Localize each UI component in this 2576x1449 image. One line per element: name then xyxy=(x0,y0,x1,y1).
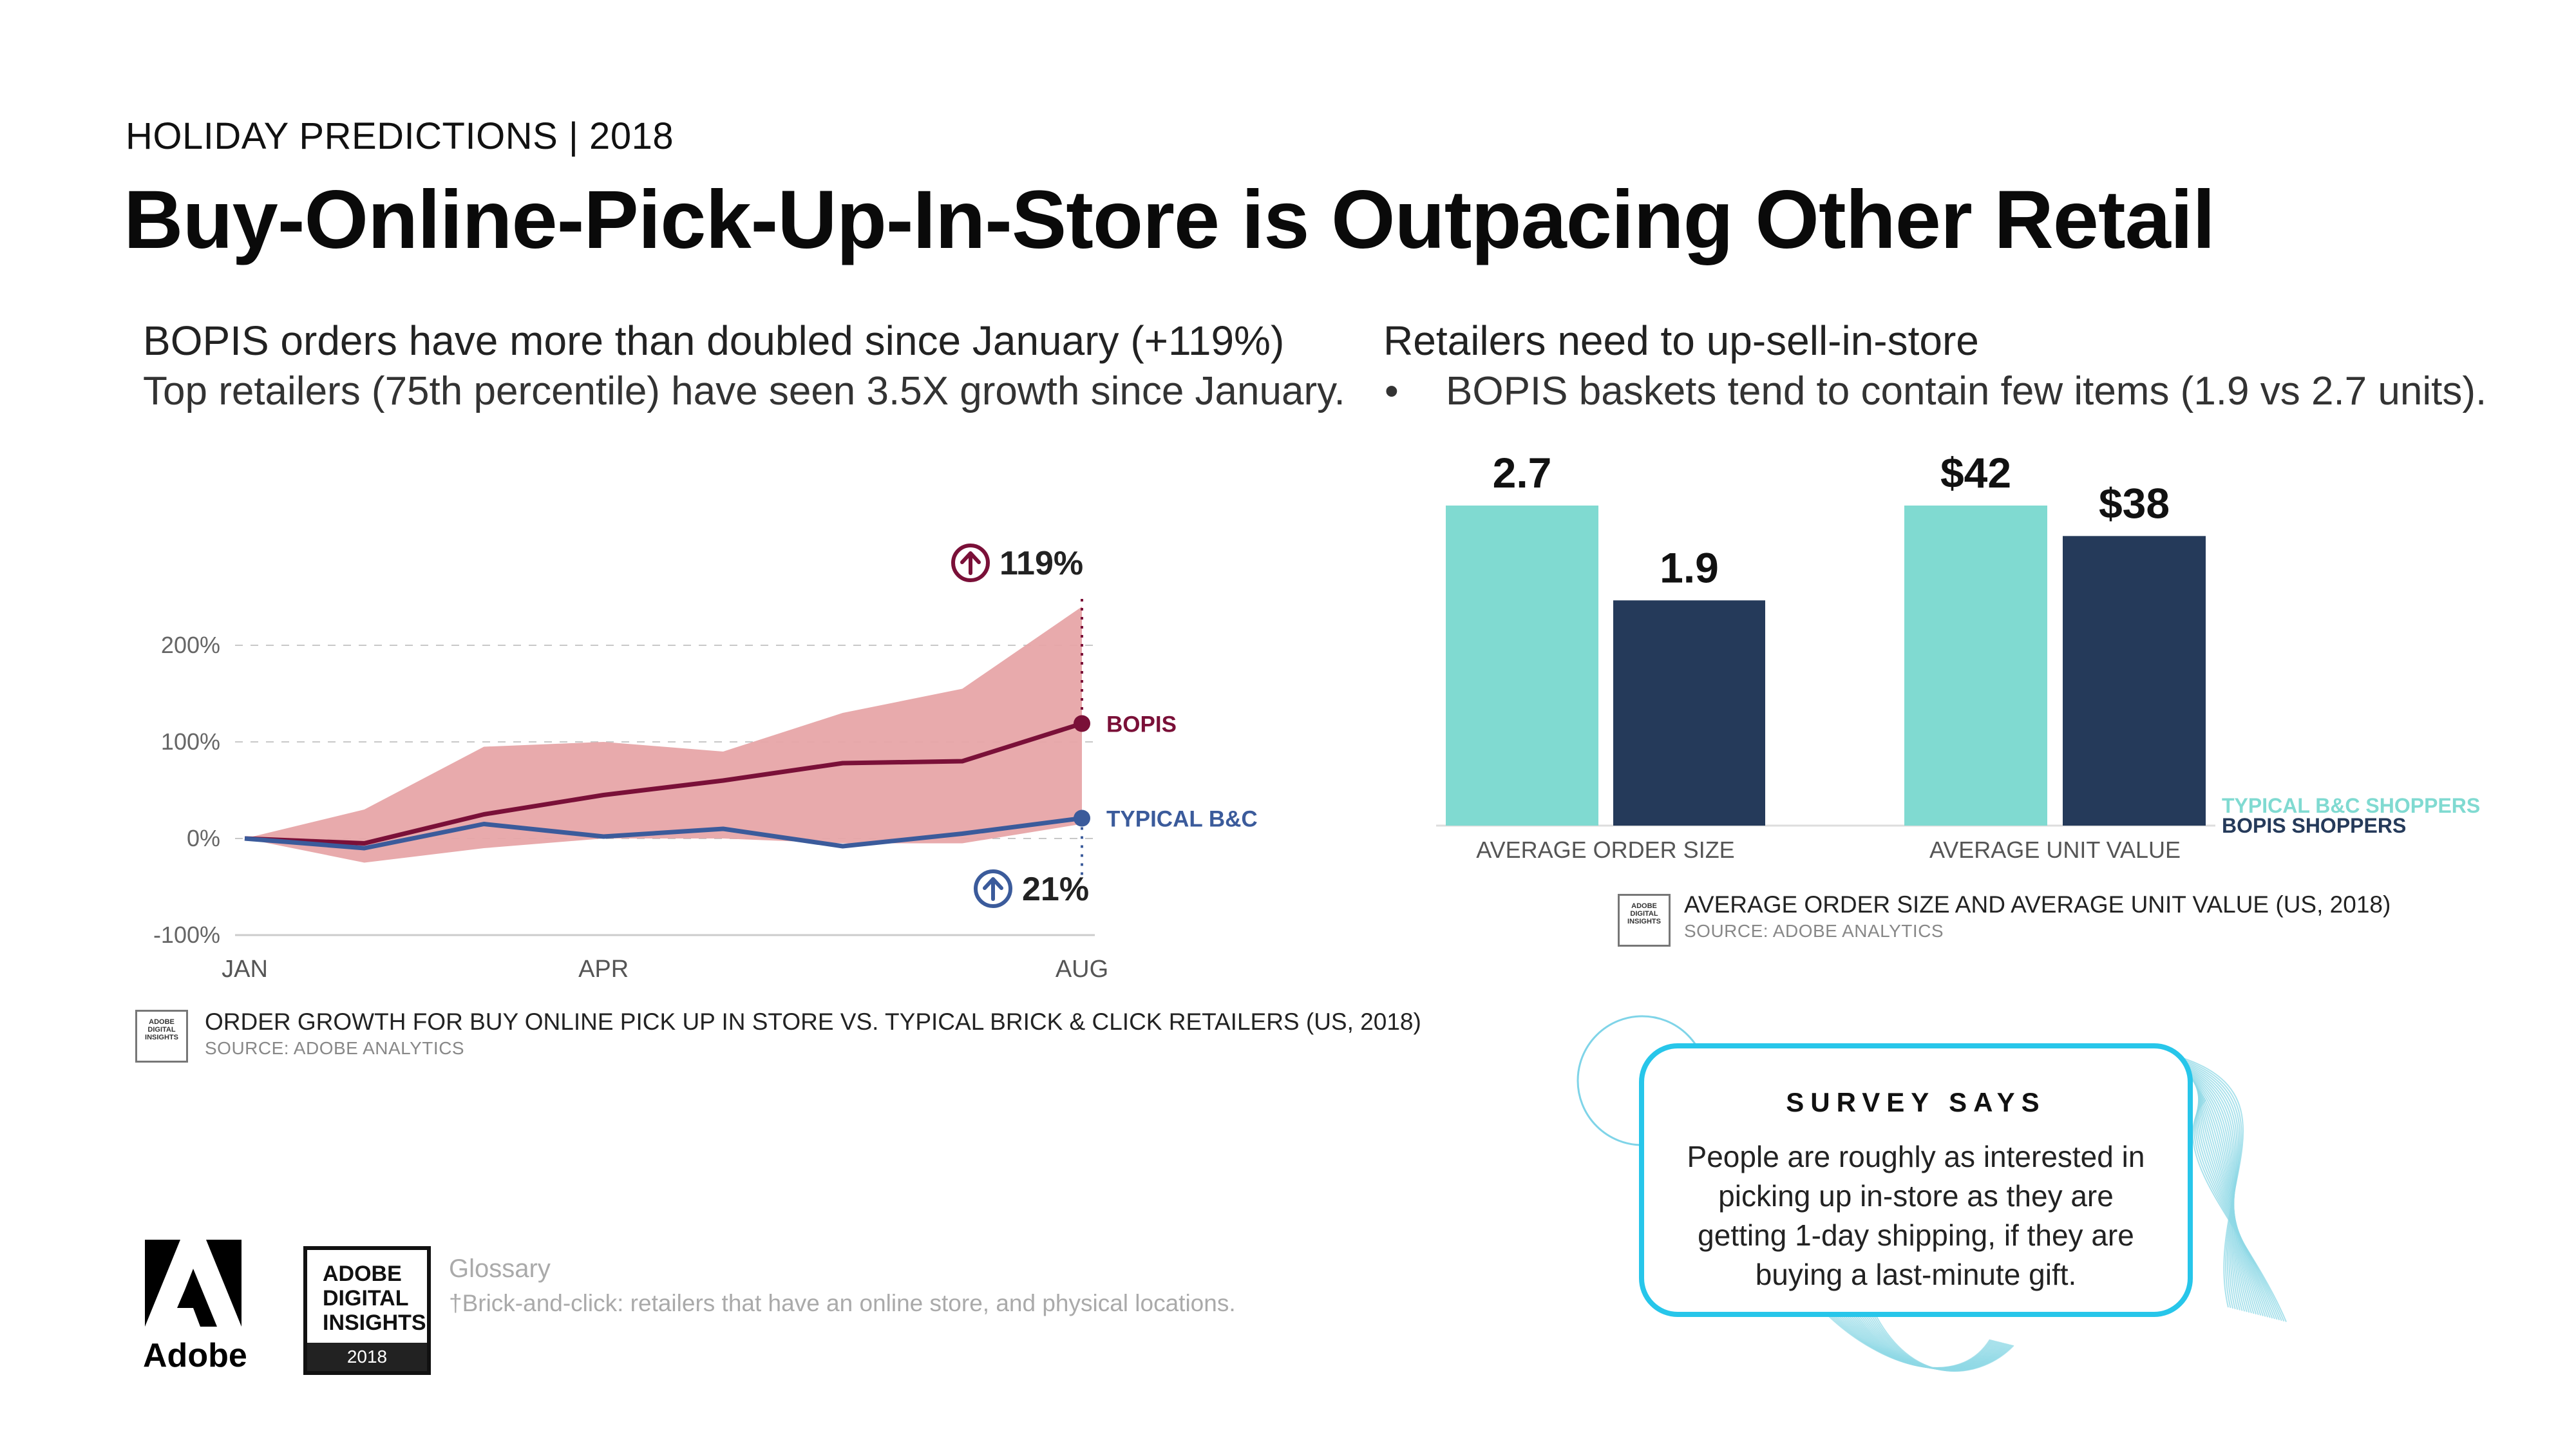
annotation-typical: 21% xyxy=(1022,871,1089,908)
annotation-bopis: 119% xyxy=(999,545,1083,582)
decor-wave-lines xyxy=(1828,1056,2287,1372)
page-title: Buy-Online-Pick-Up-In-Store is Outpacing… xyxy=(124,174,2215,266)
glossary-title: Glossary xyxy=(449,1255,551,1283)
series-end-point xyxy=(1074,715,1090,732)
adobe-digital-insights-badge: ADOBE DIGITAL INSIGHTS 2018 xyxy=(303,1246,431,1375)
mini-badge-line: DIGITAL xyxy=(1630,910,1658,918)
line-chart-y-labels: -100% 0% 100% 200% xyxy=(153,632,220,948)
legend-bopis: BOPIS SHOPPERS xyxy=(2222,814,2406,837)
badge-line: INSIGHTS xyxy=(323,1311,426,1335)
series-end-label: TYPICAL B&C xyxy=(1106,807,1258,832)
bar-typical xyxy=(1904,506,2047,826)
bullet: • xyxy=(1385,369,1399,413)
y-tick-label: 200% xyxy=(161,632,220,658)
glossary-text: †Brick-and-click: retailers that have an… xyxy=(449,1290,1236,1316)
left-source: SOURCE: ADOBE ANALYTICS xyxy=(205,1038,465,1058)
right-heading: Retailers need to up-sell-in-store xyxy=(1383,317,1979,364)
mini-badge-line: ADOBE xyxy=(1631,902,1657,910)
line-chart-x-labels: JAN APR AUG xyxy=(222,956,1108,983)
mini-badge-line: INSIGHTS xyxy=(1627,918,1661,925)
up-arrow-circle-icon xyxy=(951,544,990,582)
x-tick-label: APR xyxy=(578,956,629,983)
adobe-logo-text: Adobe xyxy=(143,1337,247,1374)
bar-value-label: $42 xyxy=(1940,449,2011,497)
bar-value-label: 1.9 xyxy=(1660,544,1719,591)
legend-typical: TYPICAL B&C SHOPPERS xyxy=(2222,794,2480,817)
survey-title: SURVEY SAYS xyxy=(1786,1087,2046,1117)
line-chart-lines: BOPIS TYPICAL B&C xyxy=(244,712,1258,851)
badge-line: ADOBE xyxy=(323,1262,402,1286)
bar-value-label: $38 xyxy=(2099,479,2170,527)
y-tick-label: -100% xyxy=(153,922,220,948)
bar-value-label: 2.7 xyxy=(1493,449,1552,497)
category-label: AVERAGE ORDER SIZE xyxy=(1476,837,1734,863)
bar-bopis xyxy=(1613,600,1765,826)
right-source: SOURCE: ADOBE ANALYTICS xyxy=(1684,921,1944,941)
series-line-bopis xyxy=(244,721,1083,846)
line-chart-band xyxy=(245,607,1082,863)
kicker: HOLIDAY PREDICTIONS | 2018 xyxy=(126,115,674,157)
series-line-typical xyxy=(244,816,1083,851)
x-tick-label: JAN xyxy=(222,956,268,983)
left-caption: ORDER GROWTH FOR BUY ONLINE PICK UP IN S… xyxy=(205,1009,1421,1035)
bar-chart: 2.7 1.9 AVERAGE ORDER SIZE $42 $38 AVERAGE UN… xyxy=(1436,449,2480,863)
y-tick-label: 100% xyxy=(161,728,220,755)
survey-box: SURVEY SAYS People are roughly as intere… xyxy=(1639,1043,2193,1317)
bar-bopis xyxy=(2063,536,2206,826)
bar-typical xyxy=(1446,506,1598,826)
badge-line: DIGITAL xyxy=(323,1286,409,1311)
badge-year: 2018 xyxy=(307,1343,427,1371)
left-text: Top retailers (75th percentile) have see… xyxy=(143,369,1345,413)
category-label: AVERAGE UNIT VALUE xyxy=(1929,837,2181,863)
line-chart-annotations: 119% 21% xyxy=(951,544,1089,908)
mini-badge-left-icon: ADOBE DIGITAL INSIGHTS xyxy=(135,1010,188,1063)
right-caption: AVERAGE ORDER SIZE AND AVERAGE UNIT VALU… xyxy=(1684,891,2391,918)
mini-badge-right-icon: ADOBE DIGITAL INSIGHTS xyxy=(1618,894,1671,947)
y-tick-label: 0% xyxy=(187,825,220,851)
series-end-label: BOPIS xyxy=(1106,712,1177,737)
line-chart: BOPIS TYPICAL B&C -100% 0% 100% 200% JAN APR A… xyxy=(153,544,1258,983)
x-tick-label: AUG xyxy=(1056,956,1108,983)
survey-text: People are roughly as interested in pick… xyxy=(1687,1140,2145,1291)
mini-badge-line: DIGITAL xyxy=(147,1026,176,1034)
mini-badge-line: ADOBE xyxy=(149,1018,175,1026)
left-heading: BOPIS orders have more than doubled sinc… xyxy=(143,317,1285,364)
survey-decoration xyxy=(1577,1015,2287,1372)
mini-badge-line: INSIGHTS xyxy=(145,1034,178,1041)
right-text: BOPIS baskets tend to contain few items … xyxy=(1446,369,2487,413)
adobe-logo-icon xyxy=(145,1240,242,1327)
bar-chart-bars xyxy=(1436,506,2215,827)
bar-chart-labels: 2.7 1.9 AVERAGE ORDER SIZE $42 $38 AVERAGE UN… xyxy=(1476,449,2480,863)
up-arrow-circle-icon xyxy=(974,869,1012,908)
range-band xyxy=(245,607,1082,863)
